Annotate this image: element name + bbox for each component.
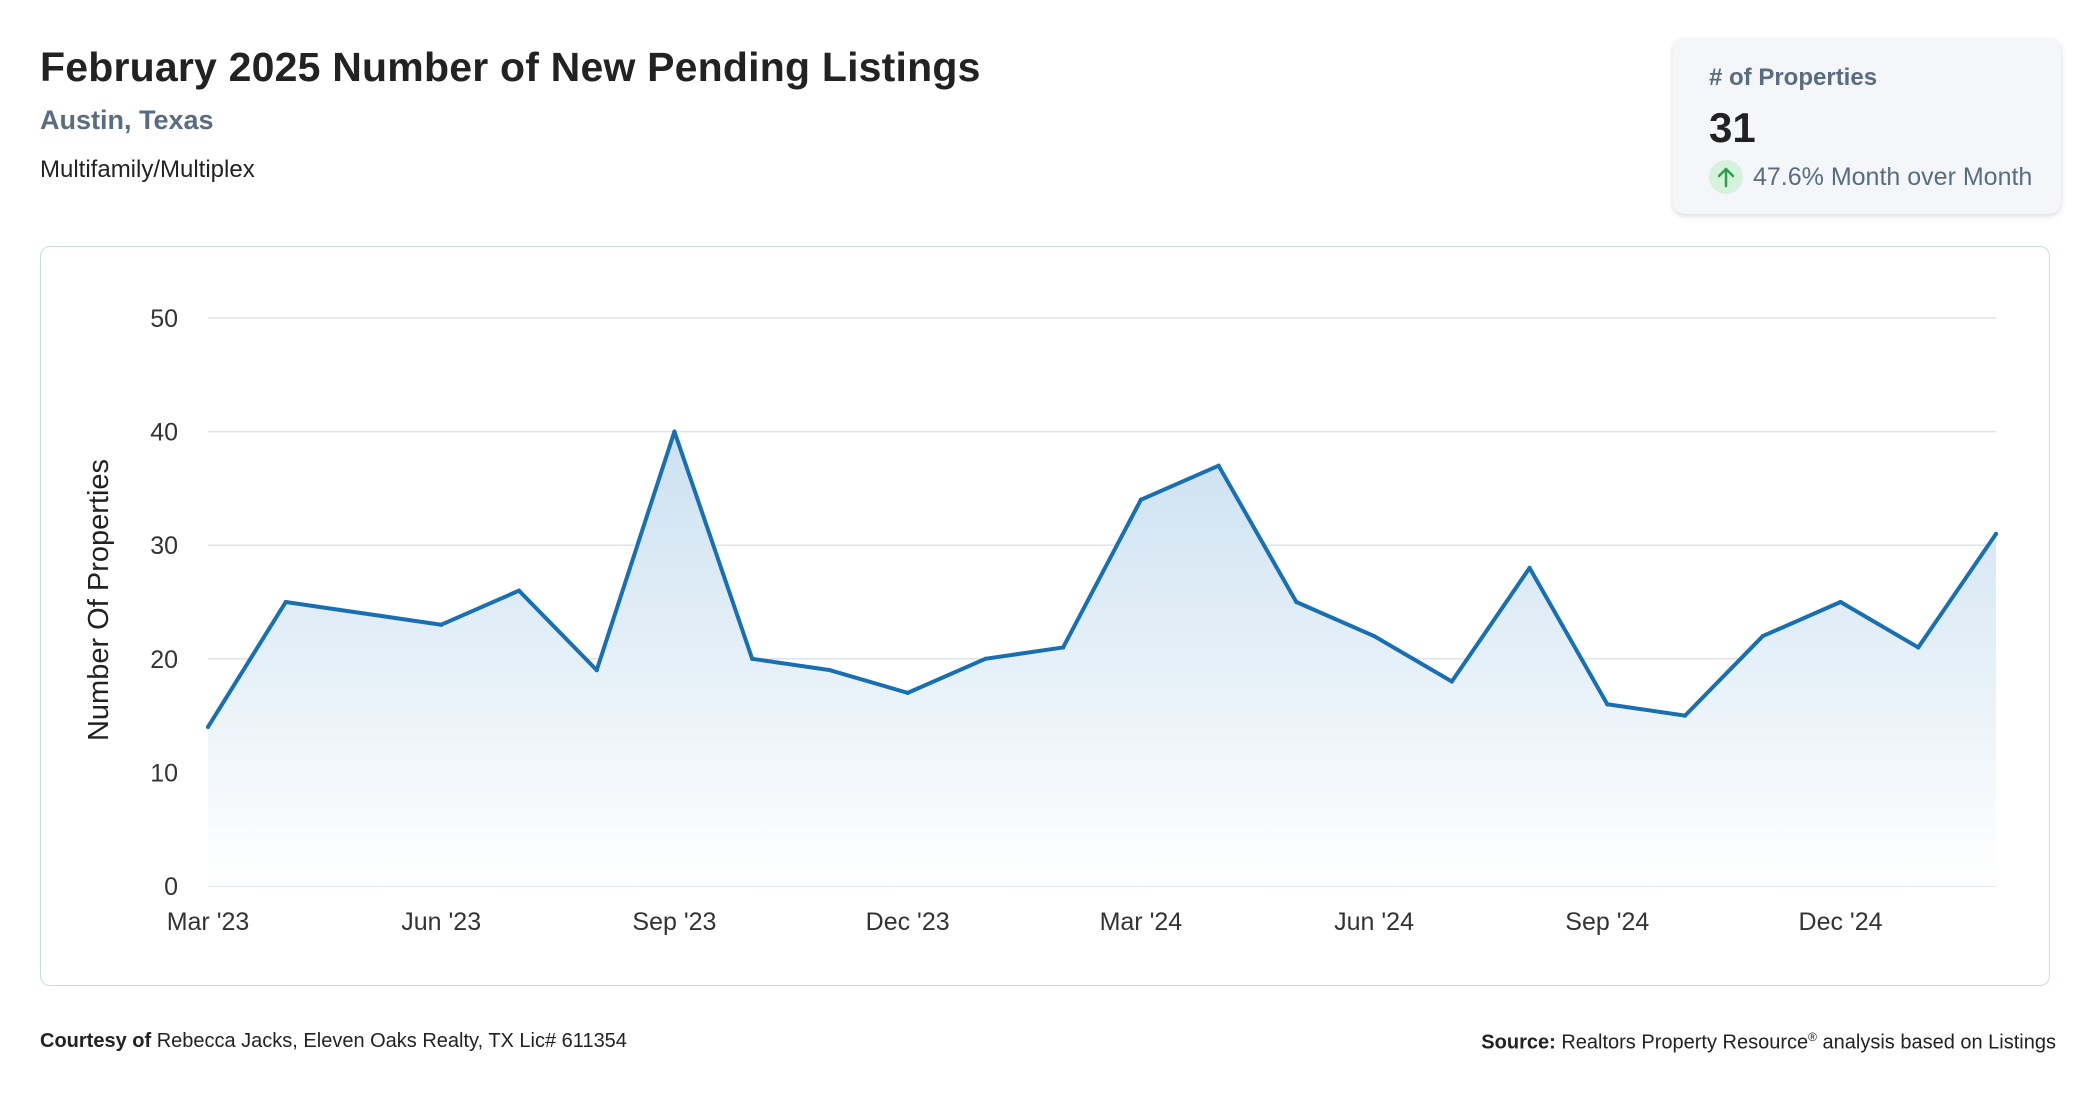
arrow-up-icon [1709, 160, 1743, 194]
source-text-end: analysis based on Listings [1816, 1031, 2057, 1054]
source-label: Source: [1481, 1031, 1556, 1054]
courtesy-footer: Courtesy of Rebecca Jacks, Eleven Oaks R… [40, 1030, 627, 1053]
source-footer: Source: Realtors Property Resource® anal… [1481, 1030, 2056, 1055]
line-segment-19 [1683, 634, 1765, 718]
line-segment-4 [516, 588, 599, 673]
data-point-9 [905, 690, 910, 695]
courtesy-text: Rebecca Jacks, Eleven Oaks Realty, TX Li… [156, 1030, 627, 1052]
data-point-19 [1683, 713, 1688, 718]
chart-header: February 2025 Number of New Pending List… [40, 44, 981, 184]
y-tick-label-50: 50 [150, 305, 178, 333]
series-area [208, 431, 1996, 886]
line-segment-18 [1605, 702, 1688, 718]
source-text: Realtors Property Resource [1561, 1031, 1809, 1054]
data-point-15 [1372, 634, 1377, 639]
line-segment-5 [594, 429, 677, 673]
data-point-16 [1449, 679, 1454, 684]
data-point-11 [1061, 645, 1066, 650]
line-segment-6 [672, 429, 755, 661]
stat-change-row: 47.6% Month over Month [1709, 160, 2032, 194]
data-point-13 [1216, 463, 1221, 468]
stat-change-text: 47.6% Month over Month [1753, 162, 2033, 191]
data-point-18 [1605, 702, 1610, 707]
area-fill [208, 431, 1996, 886]
data-point-3 [439, 622, 444, 627]
x-tick-label-4: Mar '24 [1100, 908, 1183, 936]
summary-stat-card: # of Properties 31 47.6% Month over Mont… [1673, 38, 2061, 214]
line-segment-2 [361, 611, 444, 627]
data-point-5 [594, 668, 599, 673]
y-tick-label-40: 40 [150, 419, 178, 447]
data-point-20 [1760, 634, 1765, 639]
data-point-2 [361, 611, 366, 616]
x-tick-label-5: Jun '24 [1334, 908, 1414, 936]
data-point-1 [283, 600, 288, 604]
location-subtitle: Austin, Texas [40, 105, 214, 135]
line-segment-11 [1061, 497, 1143, 650]
data-point-4 [516, 588, 521, 593]
line-segment-7 [750, 656, 832, 673]
line-segment-16 [1449, 565, 1532, 684]
x-axis-ticks: Mar '23 Jun '23 Sep '23 Dec '23 Mar '24 Jun '… [167, 908, 1883, 936]
courtesy-label: Courtesy of [40, 1030, 152, 1052]
line-segment-0 [206, 600, 288, 729]
x-tick-label-3: Dec '23 [866, 908, 950, 936]
x-tick-label-0: Mar '23 [167, 908, 250, 936]
data-point-14 [1294, 600, 1299, 604]
data-point-7 [750, 656, 755, 661]
line-segment-10 [983, 645, 1066, 661]
data-point-23 [1994, 531, 1998, 536]
line-segment-15 [1372, 634, 1454, 684]
line-segment-3 [439, 588, 521, 627]
data-point-10 [983, 656, 988, 661]
data-point-6 [672, 429, 677, 434]
y-tick-label-30: 30 [150, 532, 178, 560]
data-point-8 [827, 668, 832, 673]
line-segment-12 [1138, 463, 1221, 502]
registered-mark: ® [1808, 1030, 1817, 1044]
stat-label: # of Properties [1709, 64, 1878, 91]
x-tick-label-7: Dec '24 [1799, 908, 1883, 936]
x-tick-label-1: Jun '23 [401, 908, 481, 936]
y-axis-title: Number Of Properties [83, 459, 115, 741]
line-segment-9 [905, 656, 988, 695]
data-point-21 [1838, 600, 1843, 604]
series-line [206, 429, 1998, 729]
line-segment-22 [1916, 531, 1998, 650]
line-segment-14 [1294, 600, 1377, 639]
chart-title: February 2025 Number of New Pending List… [40, 44, 981, 90]
line-segment-8 [827, 668, 910, 695]
line-segment-17 [1527, 565, 1610, 707]
line-segment-13 [1216, 463, 1299, 604]
property-type-label: Multifamily/Multiplex [40, 156, 255, 183]
x-tick-label-6: Sep '24 [1565, 908, 1649, 936]
line-segment-21 [1838, 600, 1921, 650]
data-point-17 [1527, 565, 1532, 570]
y-tick-label-10: 10 [150, 759, 178, 787]
data-point-12 [1138, 497, 1143, 502]
y-axis-ticks: 0 10 20 30 40 50 [150, 305, 178, 901]
line-segment-20 [1760, 600, 1843, 639]
x-tick-label-2: Sep '23 [632, 908, 716, 936]
chart-frame [40, 246, 2050, 986]
y-tick-label-0: 0 [164, 873, 178, 901]
line-segment-1 [283, 600, 366, 616]
data-point-22 [1916, 645, 1921, 650]
y-tick-label-20: 20 [150, 646, 178, 674]
data-point-0 [206, 724, 210, 729]
stat-value: 31 [1709, 104, 1756, 151]
